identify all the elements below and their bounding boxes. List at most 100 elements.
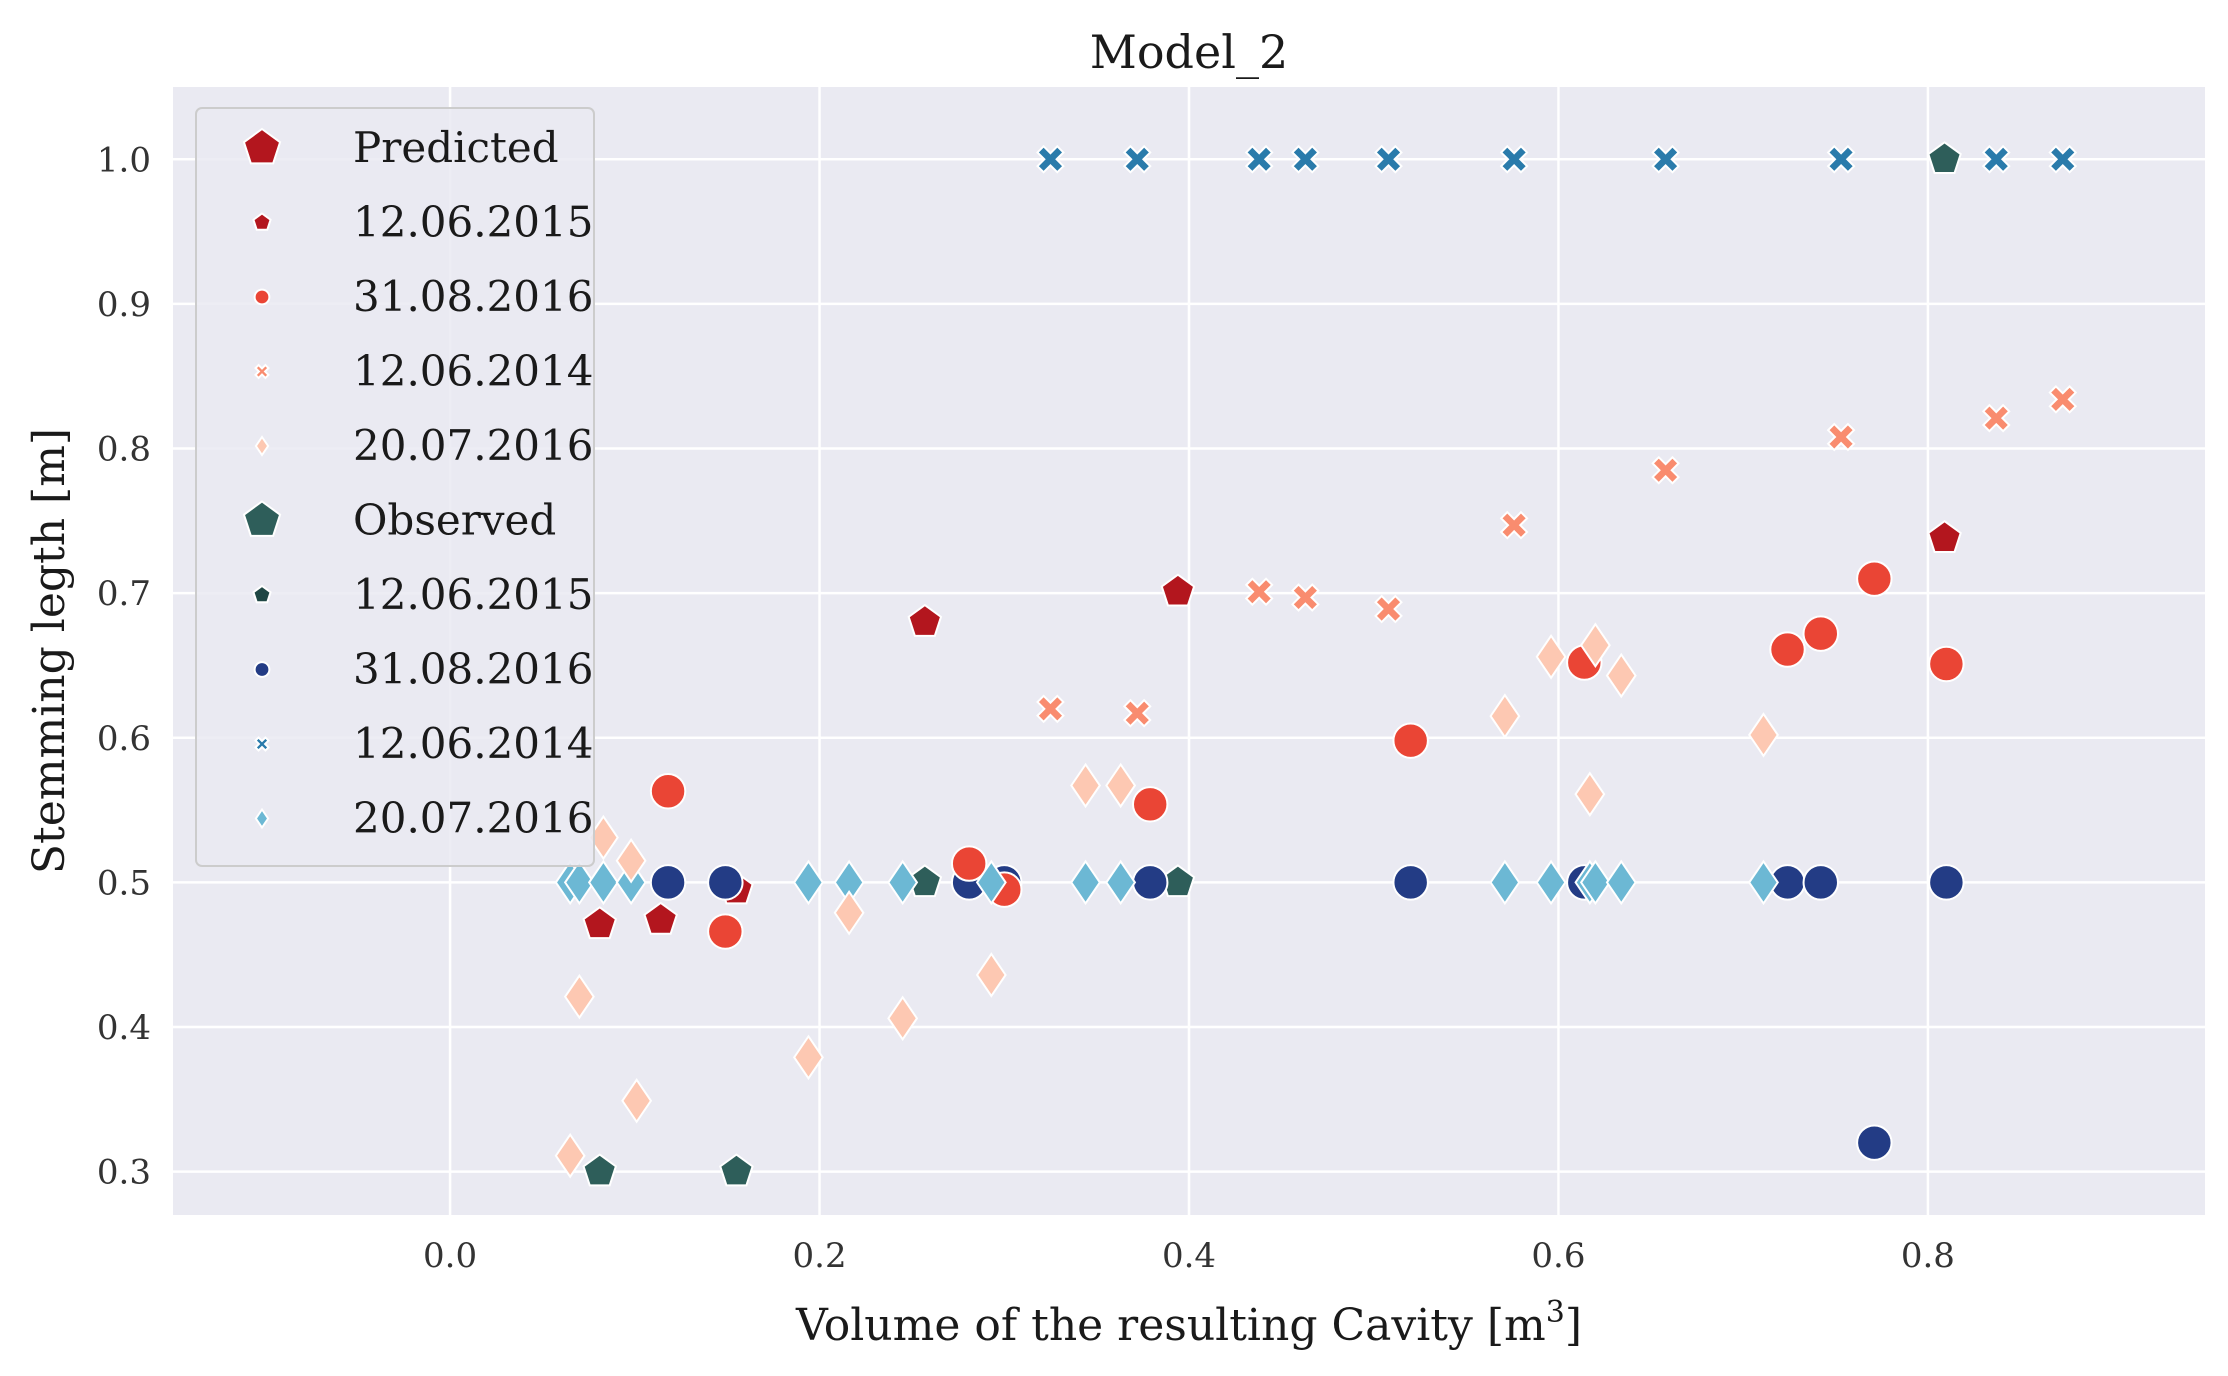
data-point bbox=[1105, 762, 1137, 809]
data-point bbox=[1981, 403, 2011, 433]
data-point bbox=[1748, 712, 1779, 758]
legend-marker bbox=[254, 736, 270, 752]
y-tick-label: 0.3 bbox=[97, 1153, 151, 1193]
data-point bbox=[1927, 141, 1962, 175]
legend-label: 12.06.2015 bbox=[353, 198, 593, 247]
data-point bbox=[582, 906, 618, 940]
data-point bbox=[1036, 144, 1065, 174]
data-point bbox=[1499, 510, 1529, 540]
data-point bbox=[1374, 594, 1403, 624]
data-point bbox=[792, 1034, 824, 1081]
data-point bbox=[554, 1132, 586, 1179]
legend-label: 20.07.2016 bbox=[353, 421, 593, 470]
series-observed-12-06-2015 bbox=[582, 141, 1962, 1187]
data-point bbox=[1605, 652, 1637, 699]
data-point bbox=[1856, 560, 1893, 597]
data-point bbox=[1160, 573, 1196, 607]
x-axis-label-main: Volume of the resulting Cavity [m bbox=[795, 1300, 1546, 1351]
legend-marker bbox=[242, 500, 282, 537]
data-point bbox=[887, 859, 919, 906]
legend: Predicted 12.06.2015 31.08.2016 12.06.2014 2… bbox=[195, 107, 595, 867]
legend-marker bbox=[252, 212, 272, 231]
y-tick-labels: 0.3 0.4 0.5 0.6 0.7 0.8 0.9 1.0 bbox=[97, 140, 151, 1192]
data-point bbox=[1579, 859, 1611, 906]
data-point bbox=[1070, 762, 1102, 809]
legend-label: 31.08.2016 bbox=[353, 645, 593, 694]
data-point bbox=[1499, 144, 1529, 174]
data-points bbox=[554, 141, 2078, 1187]
data-point bbox=[1579, 622, 1611, 668]
series-predicted-20-07-2016 bbox=[554, 622, 1779, 1179]
legend-label: 31.08.2016 bbox=[353, 272, 593, 321]
data-point bbox=[563, 973, 595, 1020]
legend-marker bbox=[242, 127, 282, 165]
data-point bbox=[649, 864, 687, 901]
data-point bbox=[1489, 859, 1521, 906]
y-tick-label: 0.6 bbox=[97, 719, 151, 759]
x-axis-label: Volume of the resulting Cavity [m3] bbox=[795, 1295, 1582, 1351]
x-tick-label: 0.2 bbox=[793, 1236, 847, 1276]
y-tick-label: 0.8 bbox=[97, 430, 151, 470]
y-tick-label: 0.4 bbox=[97, 1008, 151, 1048]
series-observed-12-06-2014 bbox=[1036, 144, 2078, 174]
data-point bbox=[1535, 634, 1567, 680]
data-point bbox=[1122, 698, 1152, 728]
data-point bbox=[887, 995, 919, 1042]
data-point bbox=[707, 913, 744, 950]
data-point bbox=[1928, 864, 1965, 901]
data-point bbox=[1856, 1124, 1893, 1161]
data-point bbox=[833, 889, 865, 936]
y-axis-label: Stemming legth [m] bbox=[24, 428, 75, 874]
legend-marker bbox=[254, 363, 270, 380]
data-point bbox=[1927, 519, 1962, 553]
data-point bbox=[1070, 859, 1102, 906]
data-point bbox=[1131, 864, 1169, 901]
data-point bbox=[975, 952, 1007, 998]
data-point bbox=[587, 859, 619, 906]
x-axis-label-superscript: 3 bbox=[1546, 1295, 1565, 1330]
data-point bbox=[1769, 631, 1806, 668]
data-point bbox=[1036, 694, 1065, 724]
data-point bbox=[1802, 864, 1839, 901]
chart-title: Model_2 bbox=[1090, 25, 1288, 79]
legend-marker bbox=[253, 288, 271, 306]
x-tick-labels: 0.0 0.2 0.4 0.6 0.8 bbox=[423, 1236, 1955, 1276]
data-point bbox=[907, 603, 943, 637]
legend-marker bbox=[254, 807, 270, 830]
data-point bbox=[1392, 722, 1429, 759]
data-point bbox=[649, 773, 687, 810]
data-point bbox=[975, 859, 1007, 906]
data-point bbox=[1748, 859, 1779, 906]
data-point bbox=[1826, 422, 1856, 452]
data-point bbox=[1826, 144, 1856, 174]
data-point bbox=[1105, 859, 1137, 906]
data-point bbox=[1651, 144, 1680, 174]
data-point bbox=[621, 1077, 653, 1124]
series-predicted-12-06-2014 bbox=[1036, 384, 2078, 728]
data-point bbox=[707, 864, 744, 901]
data-point bbox=[643, 901, 679, 935]
data-point bbox=[1981, 144, 2011, 174]
data-point bbox=[615, 837, 647, 884]
data-point bbox=[1392, 864, 1429, 901]
legend-marker bbox=[253, 661, 271, 678]
y-tick-label: 0.7 bbox=[97, 574, 151, 614]
data-point bbox=[1291, 583, 1320, 612]
data-point bbox=[1291, 144, 1320, 174]
legend-label: Observed bbox=[353, 496, 556, 545]
series-predicted-31-08-2016 bbox=[649, 560, 1965, 950]
x-tick-label: 0.0 bbox=[423, 1236, 477, 1276]
series-observed-20-07-2016 bbox=[554, 859, 1779, 906]
series-predicted-12-06-2015 bbox=[582, 519, 1962, 940]
legend-label: Predicted bbox=[353, 123, 559, 172]
legend-label: 12.06.2014 bbox=[353, 719, 593, 768]
data-point bbox=[582, 1153, 618, 1187]
x-tick-label: 0.4 bbox=[1162, 1236, 1216, 1276]
data-point bbox=[2048, 144, 2078, 174]
data-point bbox=[1131, 786, 1169, 823]
x-tick-label: 0.6 bbox=[1531, 1236, 1585, 1276]
legend-label: 12.06.2014 bbox=[353, 347, 593, 396]
data-point bbox=[2048, 384, 2078, 414]
data-point bbox=[1489, 693, 1521, 739]
